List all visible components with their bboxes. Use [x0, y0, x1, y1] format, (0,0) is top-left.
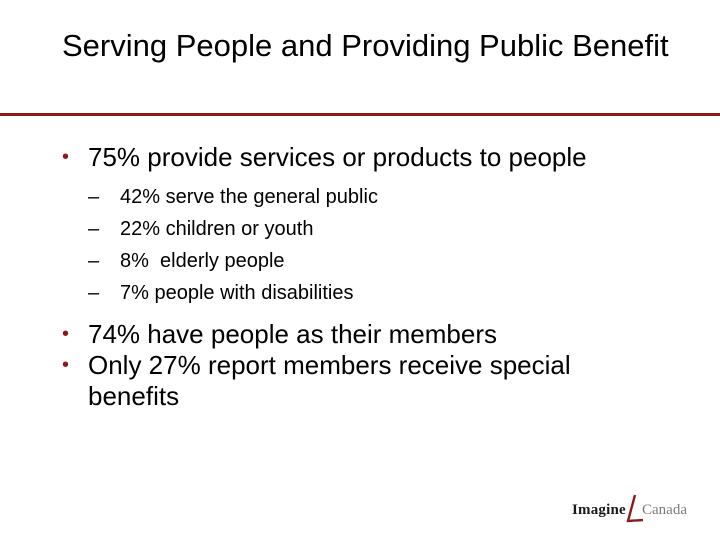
bullet-item: • 74% have people as their members	[62, 319, 662, 350]
bullet-list: • 75% provide services or products to pe…	[62, 142, 662, 412]
bullet-text: Only 27% report members receive special …	[88, 350, 571, 411]
sub-bullet-marker: –	[88, 218, 100, 240]
sub-bullet-item: – 8% elderly people	[88, 245, 662, 277]
sub-bullet-text: 42% serve the general public	[120, 186, 378, 208]
logo-primary-text: Imagine	[572, 502, 626, 518]
sub-bullet-text: 7% people with disabilities	[120, 282, 354, 304]
bullet-marker: •	[62, 146, 70, 168]
logo-mark-icon	[626, 494, 644, 523]
bullet-item: • Only 27% report members receive specia…	[62, 350, 662, 412]
bullet-text: 75% provide services or products to peop…	[88, 142, 587, 172]
sub-bullet-text: 22% children or youth	[120, 218, 314, 240]
sub-bullet-item: – 42% serve the general public	[88, 181, 662, 213]
sub-bullet-marker: –	[88, 250, 100, 272]
sub-bullet-item: – 7% people with disabilities	[88, 277, 662, 309]
slide-title: Serving People and Providing Public Bene…	[62, 28, 669, 63]
sub-bullet-list: – 42% serve the general public – 22% chi…	[88, 181, 662, 309]
sub-bullet-item: – 22% children or youth	[88, 213, 662, 245]
bullet-item: • 75% provide services or products to pe…	[62, 142, 662, 309]
sub-bullet-text: 8% elderly people	[120, 250, 285, 272]
bullet-text: 74% have people as their members	[88, 319, 498, 349]
imagine-canada-logo: Imagine Canada	[572, 494, 697, 526]
sub-bullet-marker: –	[88, 186, 100, 208]
sub-bullet-marker: –	[88, 282, 100, 304]
title-divider	[0, 113, 720, 116]
bullet-marker: •	[62, 323, 70, 345]
logo-secondary-text: Canada	[642, 502, 687, 518]
bullet-marker: •	[62, 354, 70, 376]
